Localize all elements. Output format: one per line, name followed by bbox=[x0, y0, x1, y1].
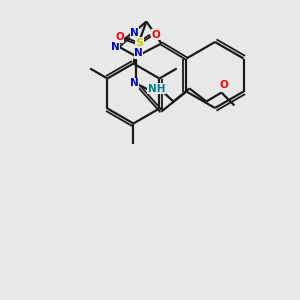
Text: S: S bbox=[135, 38, 143, 47]
Text: N: N bbox=[130, 28, 139, 38]
Text: N: N bbox=[134, 49, 143, 58]
Text: N: N bbox=[111, 41, 120, 52]
Text: O: O bbox=[219, 80, 228, 91]
Text: NH: NH bbox=[148, 83, 165, 94]
Text: O: O bbox=[115, 32, 124, 43]
Text: N: N bbox=[130, 79, 139, 88]
Text: O: O bbox=[151, 29, 160, 40]
